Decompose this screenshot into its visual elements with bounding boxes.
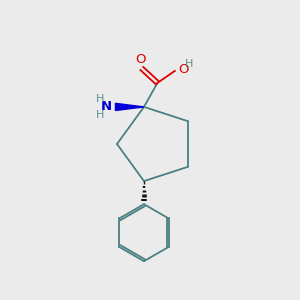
Text: N: N: [101, 100, 112, 113]
Polygon shape: [116, 103, 144, 110]
Text: H: H: [96, 94, 104, 103]
Text: H: H: [96, 110, 104, 120]
Text: O: O: [178, 63, 189, 76]
Text: H: H: [185, 59, 193, 69]
Text: O: O: [135, 52, 146, 65]
